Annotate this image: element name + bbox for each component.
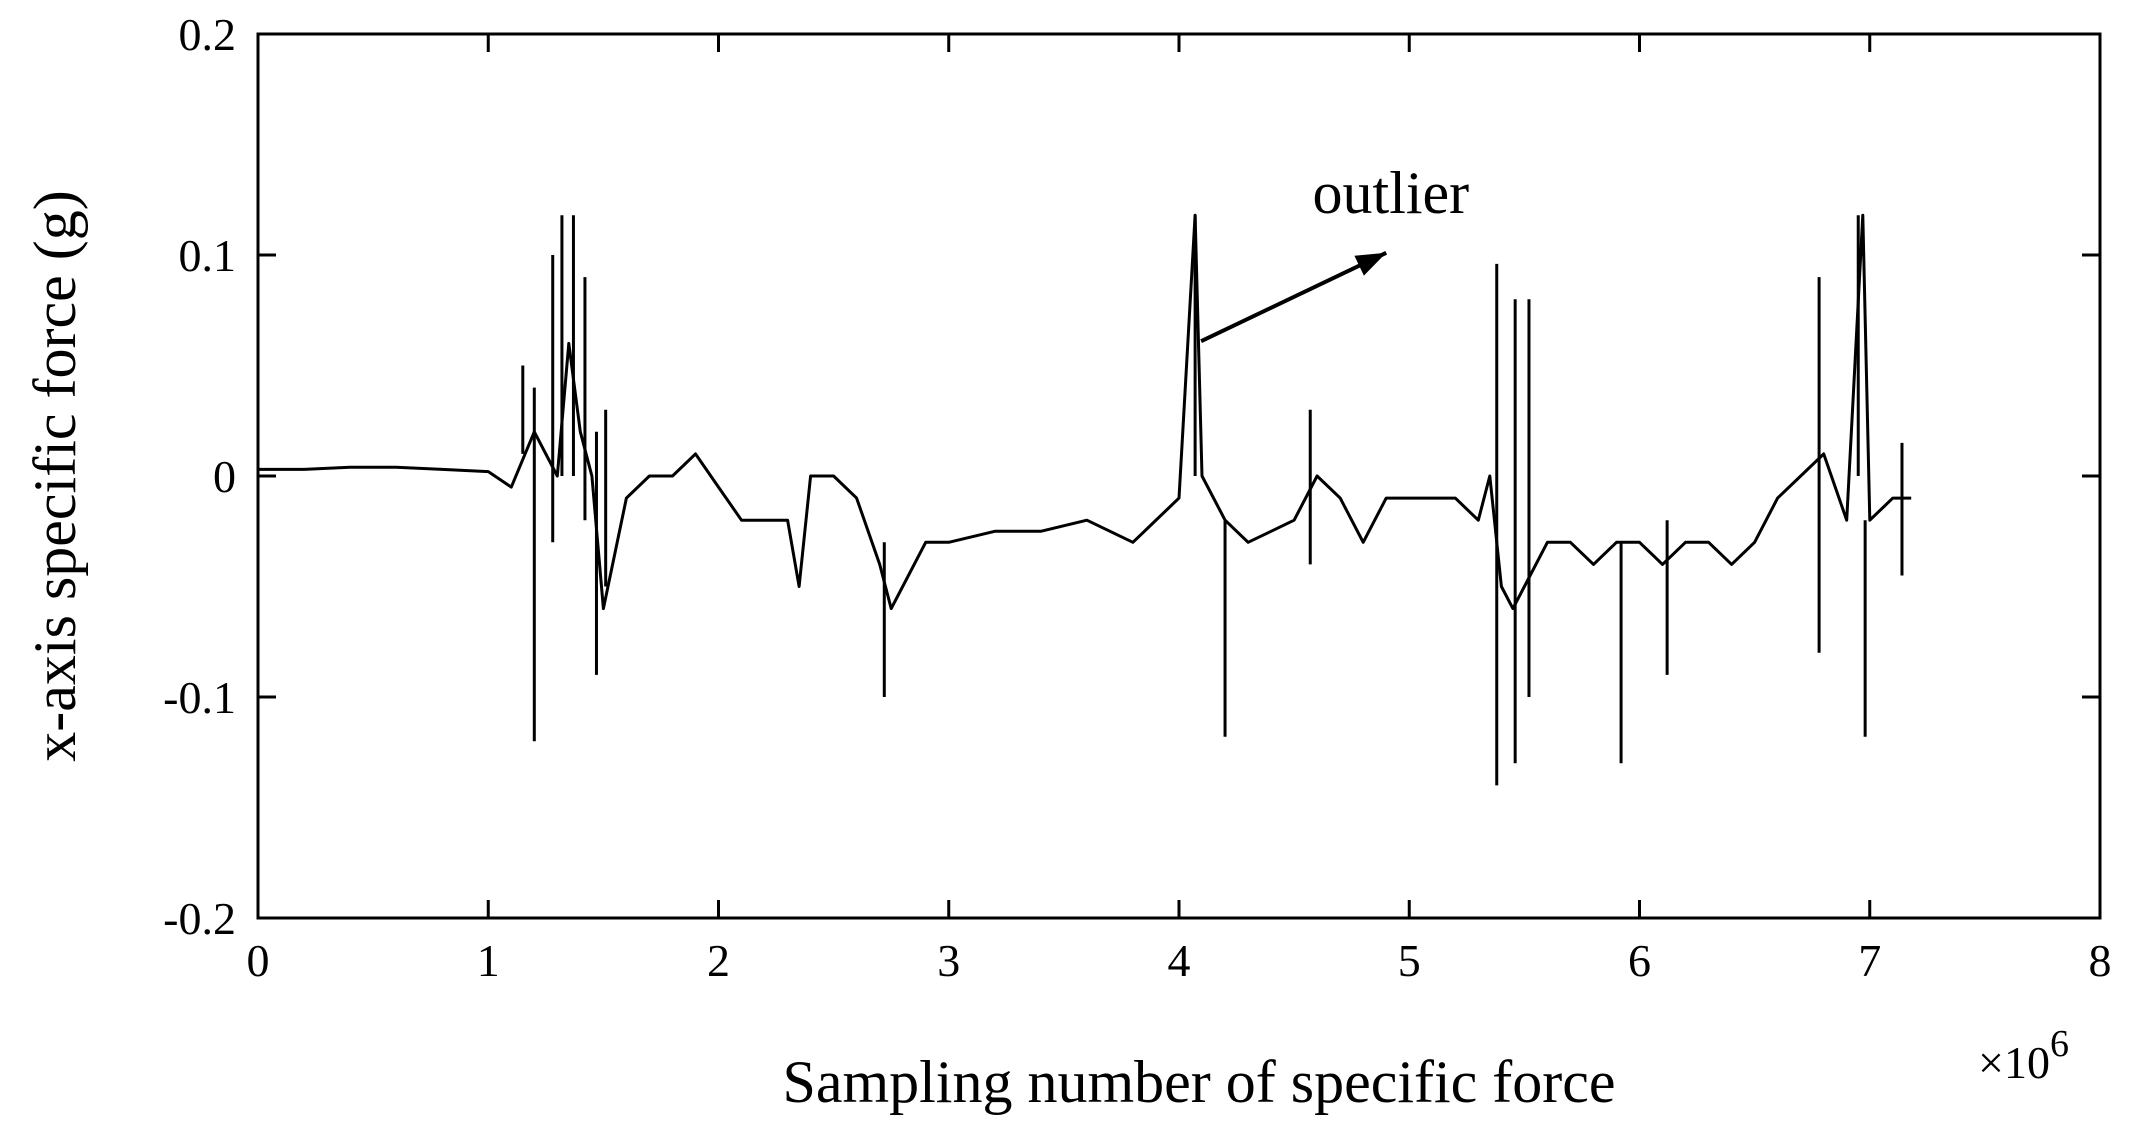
x-tick-label: 8 — [2089, 935, 2112, 986]
x-axis-multiplier: ×106 — [1978, 1023, 2069, 1088]
x-tick-label: 6 — [1628, 935, 1651, 986]
x-tick-label: 7 — [1858, 935, 1881, 986]
x-axis-multiplier-exponent: 6 — [2050, 1023, 2069, 1065]
x-axis-multiplier-base: ×10 — [1978, 1037, 2050, 1088]
y-tick-label: 0 — [213, 451, 236, 502]
x-axis-title: Sampling number of specific force — [782, 1049, 1615, 1115]
y-tick-label: -0.1 — [163, 672, 236, 723]
y-tick-label: -0.2 — [163, 893, 236, 944]
x-tick-label: 3 — [937, 935, 960, 986]
annotation-arrow-head — [1354, 252, 1387, 276]
series-line-0 — [258, 213, 1912, 611]
annotation-layer: outlier — [1200, 160, 1470, 343]
x-tick-label: 1 — [477, 935, 500, 986]
spike-layer — [521, 215, 1904, 786]
x-tick-label: 4 — [1168, 935, 1191, 986]
y-tick-label: 0.1 — [179, 230, 237, 281]
axis-tick-labels: 0 1 2 3 4 5 6 7 8 -0.2 -0.1 0 0.1 0.2 — [163, 9, 2111, 986]
x-tick-label: 5 — [1398, 935, 1421, 986]
x-tick-label: 0 — [247, 935, 270, 986]
annotation-arrow-shaft — [1200, 250, 1388, 343]
y-axis-title: x-axis specific force (g) — [22, 190, 88, 761]
series-layer — [258, 213, 1912, 611]
x-tick-label: 2 — [707, 935, 730, 986]
outlier-annotation-label: outlier — [1313, 160, 1470, 226]
y-tick-label: 0.2 — [179, 9, 237, 60]
axis-ticks — [256, 32, 2102, 920]
